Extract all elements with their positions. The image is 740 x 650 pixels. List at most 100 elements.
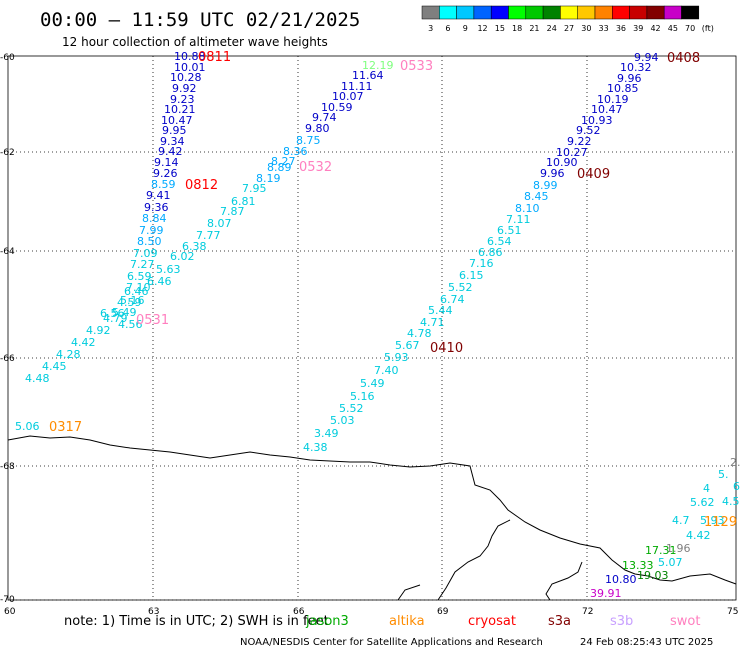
wave-value-label: 9.22	[567, 135, 592, 148]
legend-tick-label: 30	[581, 24, 591, 33]
wave-height-values: 10.8810.0110.289.929.2310.2110.479.959.3…	[0, 0, 740, 600]
wave-value-label: 9.94	[634, 51, 659, 64]
wave-value-label: 12.19	[362, 59, 394, 72]
wave-value-label: 2.57	[730, 456, 740, 469]
lat-label-68: -68	[0, 462, 15, 472]
wave-value-label: 5.93	[384, 351, 409, 364]
pass-time-label: 0533	[400, 59, 433, 74]
wave-value-label: 5.07	[658, 556, 683, 569]
wave-value-label: 8.10	[515, 202, 540, 215]
wave-value-label: 10.88	[174, 50, 206, 63]
wave-value-label: 10.28	[170, 71, 202, 84]
pass-time-label: 0409	[577, 167, 610, 182]
color-legend: 3 6 9 12 15 18 21 24 27 30 33 36 39 42 45 70 (ft)	[421, 5, 714, 33]
wave-value-label: 10.47	[591, 103, 623, 116]
wave-value-label: 7.87	[220, 205, 245, 218]
legend-swatch	[473, 5, 492, 20]
legend-tick-label: 27	[564, 24, 574, 33]
wave-value-label: 6.54	[487, 235, 512, 248]
wave-value-label: 10.59	[321, 101, 353, 114]
coastline-inlet-left	[437, 519, 511, 601]
legend-swatch	[663, 5, 682, 20]
wave-value-label: 10.47	[161, 114, 193, 127]
wave-value-label: 6.81	[231, 195, 256, 208]
legend-tick-label: 45	[668, 24, 678, 33]
satellite-label-altika: altika	[389, 614, 425, 629]
wave-value-label: 8.89	[267, 161, 292, 174]
pass-time-labels: 0811 0533 0408 0532 0812 0409 0531 0410 0317 1129	[49, 50, 737, 530]
wave-value-label: 8.07	[207, 217, 232, 230]
pass-time-label: 0317	[49, 420, 82, 435]
legend-tick-label: 24	[547, 24, 557, 33]
wave-value-label: 9.96	[617, 72, 642, 85]
wave-value-label: 4.45	[42, 360, 67, 373]
wave-value-label: 5.03	[330, 414, 355, 427]
satellite-label-swot: swot	[670, 614, 700, 629]
legend-swatch	[612, 5, 630, 20]
wave-value-label: 9.36	[144, 201, 169, 214]
lat-label-62: -62	[0, 148, 15, 158]
footer: note: 1) Time is in UTC; 2) SWH is in fe…	[64, 614, 713, 648]
wave-value-label: 9.80	[305, 122, 330, 135]
wave-value-label: 5.06	[15, 420, 40, 433]
legend-swatch	[646, 5, 665, 20]
legend-swatch	[525, 5, 544, 20]
wave-value-label: 4.48	[25, 372, 50, 385]
legend-swatch	[577, 5, 596, 20]
wave-value-label: 9.74	[312, 111, 337, 124]
wave-value-label: 8.75	[296, 134, 321, 147]
legend-swatch	[456, 5, 475, 20]
coastline-inlet-right	[545, 561, 583, 601]
legend-swatch	[560, 5, 578, 20]
wave-value-label: 1.96	[666, 542, 691, 555]
satellite-label-s3a: s3a	[548, 614, 571, 629]
wave-value-label: 17.31	[645, 544, 677, 557]
wave-value-label: 10.93	[581, 114, 613, 127]
wave-value-label: 6.86	[478, 246, 503, 259]
wave-value-label: 10.19	[597, 93, 629, 106]
wave-value-label: 4.92	[86, 324, 111, 337]
lat-label-60: -60	[0, 53, 15, 63]
wave-value-label: 4.28	[56, 348, 81, 361]
wave-value-label: 4.42	[71, 336, 96, 349]
wave-value-label: 5.16	[350, 390, 375, 403]
wave-value-label: 9.41	[146, 189, 171, 202]
lon-label-60: 60	[4, 607, 16, 617]
wave-value-label: 8.59	[151, 178, 176, 191]
satellite-label-s3b: s3b	[610, 614, 633, 629]
wave-value-label: 4.42	[686, 529, 711, 542]
wave-value-label: 6.51	[497, 224, 522, 237]
wave-value-label: 7.11	[506, 213, 531, 226]
map-subtitle: 12 hour collection of altimeter wave hei…	[62, 35, 328, 49]
footer-credit: NOAA/NESDIS Center for Satellite Applica…	[240, 637, 543, 648]
legend-tick-label: 70	[685, 24, 695, 33]
wave-value-label: 7.16	[469, 257, 494, 270]
legend-swatch	[681, 5, 700, 20]
legend-tick-label: 9	[463, 24, 468, 33]
legend-tick-label: 42	[650, 24, 660, 33]
wave-value-label: 8.84	[142, 212, 167, 225]
lon-label-66: 66	[293, 607, 305, 617]
wave-value-label: 4.56	[118, 318, 143, 331]
wave-value-label: 6.38	[182, 240, 207, 253]
satellite-label-cryosat: cryosat	[468, 614, 516, 629]
wave-value-label: 5.49	[360, 377, 385, 390]
wave-value-label: 5.52	[339, 402, 364, 415]
wave-value-label: 6.15	[459, 269, 484, 282]
wave-value-label: 6.56	[100, 307, 125, 320]
legend-tick-label: 33	[599, 24, 609, 33]
wave-value-label: 10.85	[607, 82, 639, 95]
wave-value-label: 6.59	[127, 270, 152, 283]
wave-value-label: 4.51	[722, 495, 740, 508]
lat-label-64: -64	[0, 247, 15, 257]
wave-value-label: 3.49	[314, 427, 339, 440]
legend-tick-label: 39	[633, 24, 643, 33]
wave-value-label: 5.67	[395, 339, 420, 352]
wave-value-label: 11.64	[352, 69, 384, 82]
legend-tick-label: 12	[477, 24, 487, 33]
legend-swatch	[629, 5, 648, 20]
wave-value-label: 4.78	[407, 327, 432, 340]
wave-value-label: 8.50	[137, 235, 162, 248]
wave-value-label: 10.07	[332, 90, 364, 103]
